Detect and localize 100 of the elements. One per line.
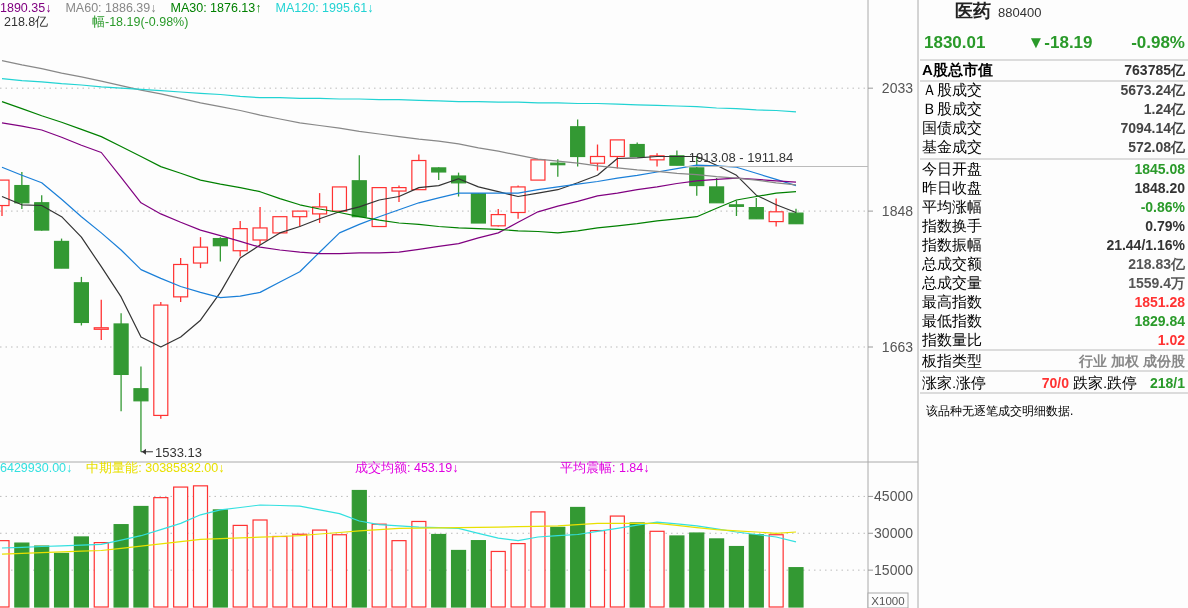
bar — [232, 524, 248, 608]
bar — [450, 549, 467, 608]
candlestick — [133, 365, 149, 453]
annotation: 平均震幅: 1.84↓ — [560, 461, 650, 475]
candlestick — [192, 236, 209, 269]
text: 1830.01 — [924, 33, 986, 52]
text: MA30: 1876.13↑ — [170, 1, 262, 15]
line-series — [1, 60, 797, 186]
text: 572.08亿 — [1128, 139, 1186, 155]
text: X1000 — [871, 595, 905, 607]
annotation: 1533.13 — [154, 444, 202, 460]
candlestick — [609, 139, 625, 170]
annotation: 218.8亿 — [4, 15, 49, 29]
bar — [93, 542, 109, 608]
text: 板指类型 — [921, 352, 982, 369]
text: 涨家.涨停 — [922, 374, 987, 391]
text: A股总市值 — [922, 61, 993, 78]
text: 指数量比 — [921, 331, 982, 348]
text: 昨日收盘 — [922, 179, 982, 196]
text: 763785亿 — [1124, 62, 1186, 78]
bar — [34, 545, 50, 608]
text: 行业 加权 成份股 — [1078, 353, 1186, 369]
text: 1890.35↓ — [0, 1, 52, 15]
text: Ａ股成交 — [922, 81, 982, 98]
text: MA120: 1995.61↓ — [275, 1, 374, 15]
candlestick — [768, 197, 784, 228]
ref-line-label: 1913.08 - 1911.84 — [688, 149, 794, 165]
text: 70/0 — [1041, 375, 1070, 391]
bar — [609, 515, 625, 608]
text: 1829.84 — [1134, 313, 1186, 329]
text: 1851.28 — [1134, 294, 1186, 310]
text: 7094.14亿 — [1120, 120, 1186, 136]
candlestick — [232, 220, 248, 258]
y-tick-label: 2033 — [881, 80, 914, 97]
bar — [153, 497, 169, 608]
line-series — [1, 522, 797, 555]
text: 今日开盘 — [922, 160, 982, 177]
bar — [331, 534, 348, 608]
bar — [490, 550, 506, 608]
bar — [550, 526, 566, 608]
text: 国债成交 — [922, 119, 982, 136]
candlestick — [709, 177, 725, 204]
text: 21.44/1.16% — [1106, 237, 1186, 253]
bar — [748, 534, 764, 608]
line-series — [1, 164, 797, 299]
bar — [192, 485, 209, 608]
text: 最高指数 — [922, 293, 982, 310]
text: 最低指数 — [922, 312, 982, 329]
bar — [510, 542, 526, 608]
bar — [14, 542, 30, 608]
bar — [351, 489, 367, 608]
line-series — [1, 101, 797, 234]
bar — [53, 552, 70, 608]
text: 指数振幅 — [921, 236, 982, 253]
bar — [589, 529, 606, 608]
line-series — [1, 78, 797, 113]
text: ▼-18.19 — [1027, 33, 1093, 52]
bar — [530, 511, 546, 608]
candlestick — [14, 171, 30, 210]
text: 该品种无逐笔成交明细数据. — [926, 404, 1074, 418]
candlestick — [391, 184, 407, 203]
text: 跌家.跌停 — [1073, 374, 1138, 391]
candlestick — [748, 197, 764, 220]
candlestick — [252, 206, 268, 246]
bar — [629, 522, 645, 608]
bar — [312, 529, 328, 608]
y-tick-label: 1663 — [881, 339, 914, 355]
annotation: 幅-18.19(-0.98%) — [92, 15, 189, 29]
text: -0.86% — [1140, 199, 1186, 215]
bar — [292, 533, 308, 608]
text: 基金成交 — [922, 138, 982, 155]
text: 6429930.00↓ — [0, 461, 73, 475]
line-series — [1, 504, 797, 549]
text: MA60: 1886.39↓ — [65, 1, 157, 15]
text: 1845.08 — [1134, 161, 1186, 177]
candlestick — [589, 143, 606, 172]
bar — [212, 509, 228, 608]
text: 0.79% — [1145, 218, 1186, 234]
text: 1848.20 — [1134, 180, 1186, 196]
text: 880400 — [998, 5, 1042, 20]
text: -0.98% — [1131, 33, 1185, 52]
annotation: 成交均额: 453.19↓ — [355, 460, 459, 475]
bar — [669, 535, 685, 608]
text: 1.02 — [1157, 332, 1186, 348]
text: 医药 — [955, 1, 991, 21]
bar — [391, 540, 407, 608]
text: 1559.4万 — [1128, 275, 1185, 291]
text: Ｂ股成交 — [922, 100, 982, 117]
text: 总成交量 — [921, 274, 982, 291]
y-tick-label: 1848 — [881, 203, 914, 220]
bar — [570, 506, 586, 608]
bar — [470, 540, 486, 608]
bar — [788, 567, 804, 608]
candlestick — [93, 299, 109, 341]
bar — [272, 535, 288, 608]
text: 平均涨幅 — [922, 198, 982, 215]
y-tick-label: 15000 — [874, 562, 914, 579]
bar — [113, 524, 129, 608]
y-tick-label: 30000 — [874, 525, 914, 542]
bar — [73, 536, 89, 608]
